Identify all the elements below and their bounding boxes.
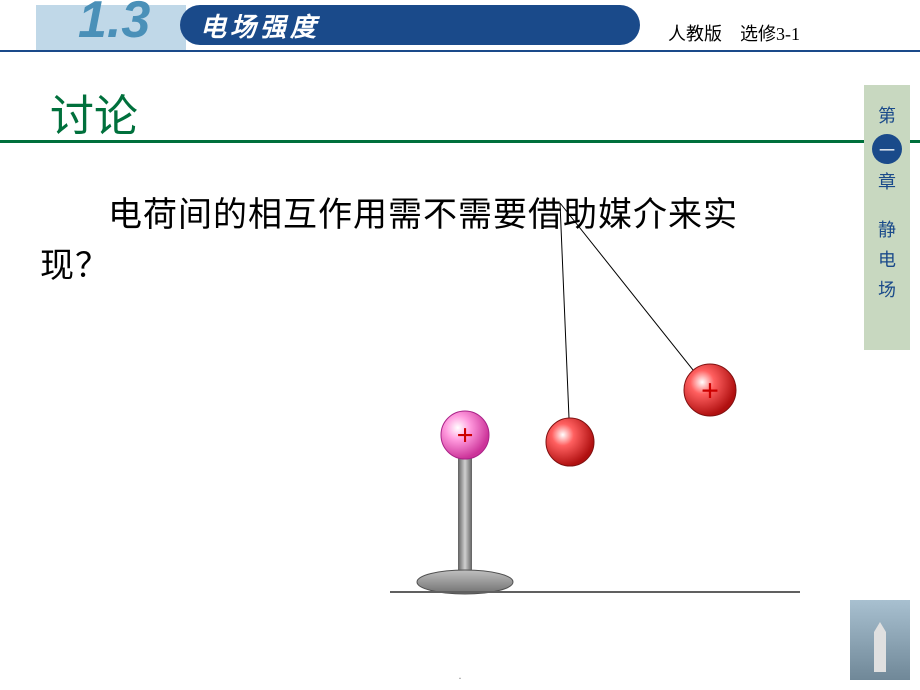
pink-plus: + [456,419,473,452]
sidebar-char1: 第 [878,102,896,128]
stand-pole [458,440,472,578]
sidebar-sub2: 电 [878,246,896,272]
header-title: 电场强度 [200,7,320,44]
string-1 [560,203,570,442]
string-2 [560,203,705,385]
red-ball-1 [546,418,594,466]
sidebar: 第 一 章 静 电 场 [864,85,910,350]
rocket-image [850,600,910,680]
diagram: + + [360,180,800,610]
sidebar-circle-text: 一 [879,137,895,161]
sidebar-char2: 章 [878,168,896,194]
sidebar-sub3: 场 [878,276,896,302]
rocket-icon [874,622,886,672]
red-plus: + [701,372,719,408]
green-divider [0,140,920,143]
top-blue-line [0,50,920,52]
sidebar-sub1: 静 [878,216,896,242]
discuss-title: 讨论 [50,80,138,144]
publisher-text: 人教版 选修3-1 [668,20,800,46]
stand-base [417,570,513,594]
page-dot: · [458,671,462,686]
sidebar-circle: 一 [872,134,902,164]
header-pill: 电场强度 [180,5,640,45]
section-number: 1.3 [78,0,150,50]
